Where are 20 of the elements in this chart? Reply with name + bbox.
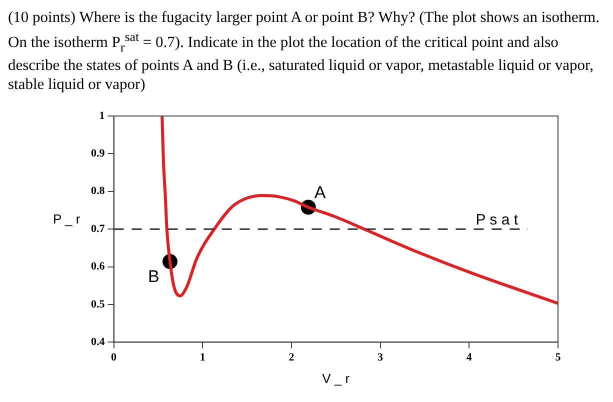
x-tick-label: 1 xyxy=(200,352,206,364)
line-series xyxy=(160,116,558,306)
y-tick-label: 0.6 xyxy=(91,260,106,273)
x-tick-label: 0 xyxy=(111,352,117,364)
x-axis-title: V _ r xyxy=(322,371,350,386)
y-tick-label: 0.8 xyxy=(91,185,106,198)
annotation: A xyxy=(314,183,326,202)
y-tick-label: 0.7 xyxy=(91,223,106,236)
y-tick-label: 0.9 xyxy=(91,148,106,160)
y-tick-label: 0.4 xyxy=(91,336,106,348)
y-axis-title: P _ r xyxy=(53,212,81,227)
ref-line-label: P s a t xyxy=(476,212,519,229)
y-tick-label: 0.5 xyxy=(91,298,106,311)
y-tick-label: 1 xyxy=(99,110,105,122)
x-tick-label: 5 xyxy=(555,352,562,364)
x-tick-label: 4 xyxy=(466,352,472,364)
annotation: B xyxy=(148,267,160,286)
x-tick-label: 3 xyxy=(378,352,384,364)
chart-title: (10 points) Where is the fugacity larger point A or point B? Why? (The plot shows an isotherm. On the isotherm P$_{r}$$^{sat}$ = 0.7). Indicate in the plot the location of the critical point and also describe the states of points A and B (i.e., saturated liquid or vapor, metastable liquid or vapor, stable liquid or vapor) xyxy=(8,8,600,94)
x-tick-label: 2 xyxy=(288,352,295,364)
